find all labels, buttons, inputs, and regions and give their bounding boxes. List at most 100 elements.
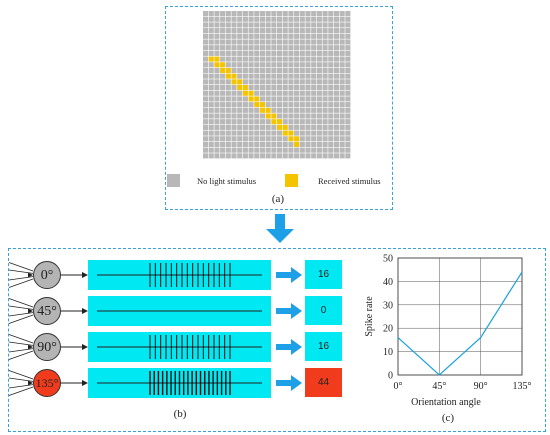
grid-cell <box>282 113 288 119</box>
grid-cell <box>208 96 214 102</box>
grid-cell <box>288 96 294 102</box>
input-line <box>8 269 34 274</box>
grid-cell <box>265 141 271 148</box>
grid-cell <box>237 90 243 96</box>
legend-label-received: Received stimulus <box>318 176 381 186</box>
grid-cell <box>305 22 311 28</box>
grid-cell <box>259 11 266 17</box>
grid-cell <box>277 56 283 62</box>
grid-cell <box>214 33 220 39</box>
grid-cell <box>311 85 317 91</box>
grid-cell <box>277 147 283 153</box>
grid-cell <box>316 153 322 159</box>
grid-cell <box>305 130 311 136</box>
grid-cell <box>231 45 237 51</box>
grid-cell <box>305 56 311 62</box>
stimulus-cell <box>225 67 231 74</box>
grid-cell <box>305 147 311 153</box>
grid-cell <box>288 45 294 51</box>
grid-cell <box>271 22 277 28</box>
grid-cell <box>277 28 283 34</box>
grid-cell <box>311 90 317 96</box>
grid-cell <box>345 96 351 102</box>
grid-cell <box>271 153 277 159</box>
grid-cell <box>282 85 288 91</box>
grid-cell <box>237 73 243 79</box>
output-0-deg: 16 <box>305 260 342 289</box>
grid-cell <box>254 73 260 79</box>
grid-cell <box>203 96 209 102</box>
grid-cell <box>339 28 345 34</box>
grid-cell <box>345 50 351 56</box>
grid-cell <box>220 39 226 45</box>
grid-cell <box>311 147 317 153</box>
grid-cell <box>305 16 311 22</box>
grid-cell <box>254 90 260 96</box>
grid-cell <box>294 90 300 96</box>
grid-cell <box>288 107 294 113</box>
grid-cell <box>242 16 248 22</box>
grid-cell <box>333 11 340 17</box>
grid-cell <box>254 85 260 91</box>
grid-cell <box>322 119 328 125</box>
grid-cell <box>333 141 340 148</box>
grid-cell <box>294 45 300 51</box>
grid-cell <box>254 56 260 62</box>
grid-cell <box>271 130 277 136</box>
grid-cell <box>208 22 214 28</box>
grid-cell <box>231 33 237 39</box>
grid-cell <box>237 50 243 56</box>
input-line <box>8 314 34 324</box>
grid-cell <box>282 153 288 159</box>
grid-cell <box>203 11 209 17</box>
grid-cell <box>214 79 220 85</box>
grid-cell <box>271 28 277 34</box>
grid-cell <box>220 113 226 119</box>
grid-cell <box>282 90 288 96</box>
grid-cell <box>242 33 248 39</box>
grid-cell <box>248 113 254 119</box>
grid-cell <box>220 90 226 96</box>
grid-cell <box>203 62 209 68</box>
grid-cell <box>265 33 271 39</box>
grid-cell <box>259 153 266 159</box>
grid-cell <box>265 130 271 136</box>
grid-cell <box>282 79 288 85</box>
grid-cell <box>254 28 260 34</box>
grid-cell <box>203 33 209 39</box>
grid-cell <box>225 107 231 113</box>
grid-cell <box>277 136 283 142</box>
grid-cell <box>231 62 237 68</box>
grid-cell <box>271 11 277 17</box>
grid-cell <box>333 147 340 153</box>
grid-cell <box>203 119 209 125</box>
grid-cell <box>294 33 300 39</box>
grid-cell <box>282 73 288 79</box>
grid-cell <box>294 96 300 102</box>
grid-cell <box>299 56 305 62</box>
grid-cell <box>339 124 345 130</box>
grid-cell <box>254 11 260 17</box>
grid-cell <box>277 85 283 91</box>
grid-cell <box>328 39 334 45</box>
grid-cell <box>299 50 305 56</box>
grid-cell <box>208 33 214 39</box>
grid-cell <box>203 147 209 153</box>
grid-cell <box>231 102 237 108</box>
grid-cell <box>305 119 311 125</box>
grid-cell <box>277 73 283 79</box>
flow-arrow-shaft <box>276 380 291 386</box>
grid-cell <box>220 136 226 142</box>
grid-cell <box>305 45 311 51</box>
grid-cell <box>328 147 334 153</box>
grid-cell <box>259 147 266 153</box>
grid-cell <box>277 90 283 96</box>
grid-cell <box>328 16 334 22</box>
grid-cell <box>322 107 328 113</box>
grid-cell <box>237 124 243 130</box>
grid-cell <box>288 73 294 79</box>
grid-cell <box>248 33 254 39</box>
stimulus-cell <box>214 62 220 68</box>
grid-cell <box>339 141 345 148</box>
grid-cell <box>288 16 294 22</box>
